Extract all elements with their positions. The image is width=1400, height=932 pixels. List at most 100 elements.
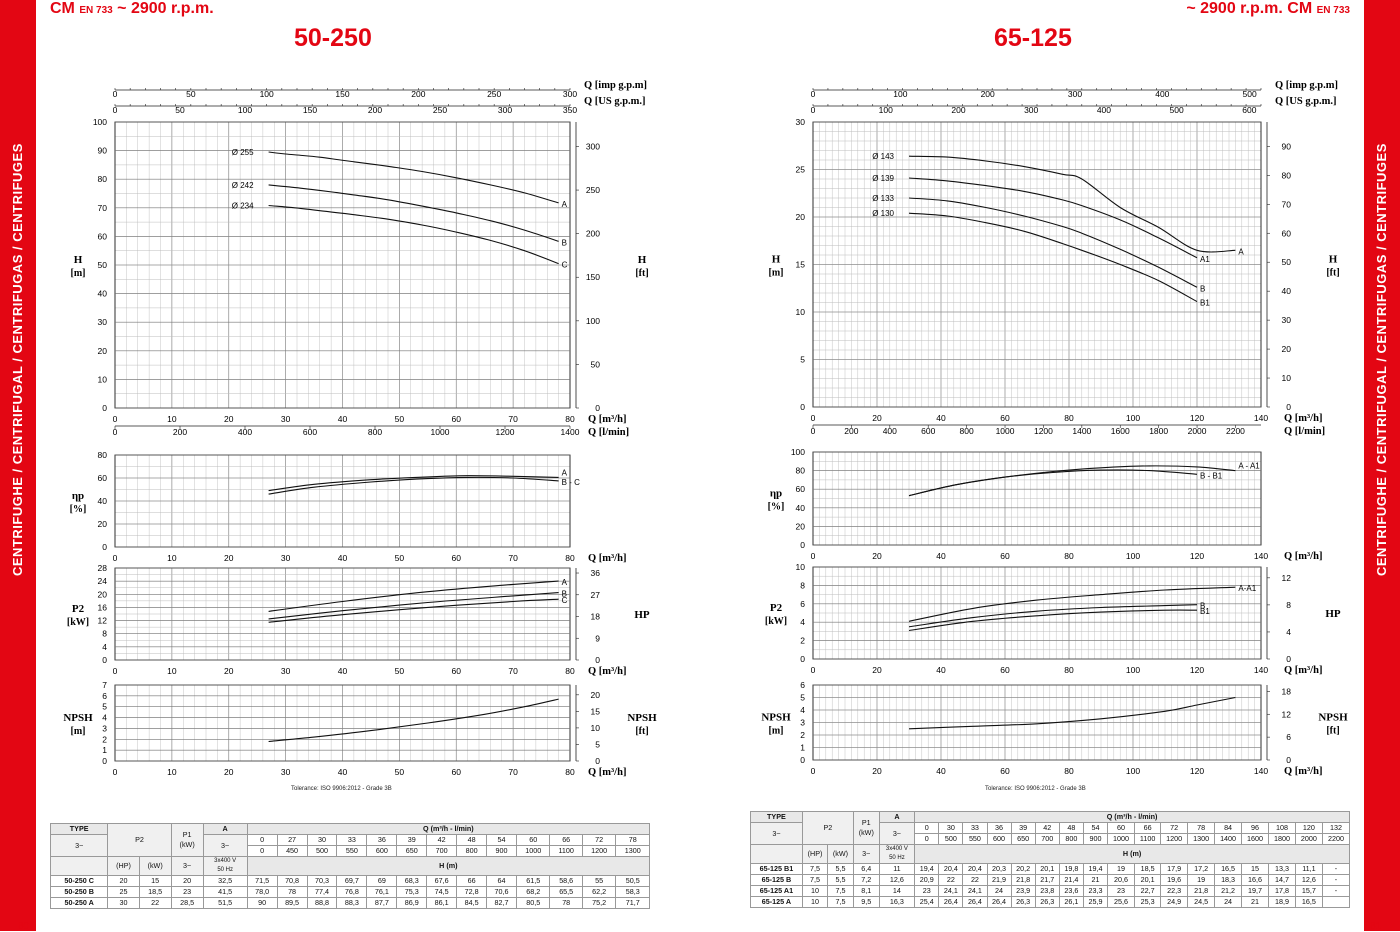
y-tick-label: 2 xyxy=(800,636,805,646)
curve-b-b1 xyxy=(908,469,1198,497)
q-lmin-cell: 1100 xyxy=(1133,833,1162,845)
q-lmin-cell: 450 xyxy=(276,845,308,857)
row-h-value: 20,9 xyxy=(914,874,940,886)
header-hp: (HP) xyxy=(801,844,829,864)
row-h-value: 22,3 xyxy=(1160,885,1189,897)
row-h-value: 20,2 xyxy=(1010,863,1036,875)
lmin-tick-label: 2000 xyxy=(1188,426,1207,436)
y-axis-label: ηp xyxy=(770,488,782,500)
x-tick-label: 20 xyxy=(872,665,882,675)
row-h-value: 19,6 xyxy=(1160,874,1189,886)
q-m3h-cell: 39 xyxy=(1010,822,1036,834)
row-h-value: 70,3 xyxy=(306,875,338,887)
row-h-value: 24,5 xyxy=(1187,896,1216,908)
curve-label: A xyxy=(1238,247,1244,256)
y-tick-label: 4 xyxy=(800,617,805,627)
x-tick-label: 10 xyxy=(167,666,177,676)
y-tick-label: 1 xyxy=(800,743,805,753)
row-h-value: 17,2 xyxy=(1187,863,1216,875)
q-m3h-cell: 42 xyxy=(1034,822,1060,834)
row-h-value: 77,4 xyxy=(306,886,338,898)
row-h-value: 19,4 xyxy=(1082,863,1109,875)
x-tick-label: 60 xyxy=(1000,413,1010,423)
q-m3h-cell: 66 xyxy=(1133,822,1162,834)
table-row: 50-250 A 30 22 28,5 51,5 90 89,5 88,8 88,3 87,7 86… xyxy=(49,897,650,909)
row-hp: 30 xyxy=(107,897,140,909)
row-h-value: 21,7 xyxy=(1034,874,1060,886)
y-tick-label: 2 xyxy=(800,730,805,740)
q-m3h-cell: 96 xyxy=(1241,822,1269,834)
frequency-label: 50 Hz xyxy=(889,855,905,861)
x-tick-label: 80 xyxy=(565,767,575,777)
top-axis-tick-label: 100 xyxy=(893,89,907,99)
y-tick-label: 90 xyxy=(98,146,108,156)
top-axis-tick-label: 200 xyxy=(951,105,965,115)
row-type: 50-250 C xyxy=(49,875,109,887)
q-m3h-cell: 30 xyxy=(306,834,338,846)
row-h-value: 68,2 xyxy=(515,886,551,898)
y-axis-unit: [kW] xyxy=(765,616,787,627)
y-tick-label: 10 xyxy=(796,562,806,572)
lmin-axis-label: Q [l/min] xyxy=(588,427,629,438)
q-m3h-cell: 36 xyxy=(366,834,398,846)
curve-b xyxy=(268,184,559,242)
header-speed: ~ 2900 r.p.m. xyxy=(1186,0,1283,17)
row-h-value: 71,7 xyxy=(615,897,650,909)
header-q: Q (m³/h - l/min) xyxy=(246,823,651,835)
x-tick-label: 120 xyxy=(1190,766,1204,776)
right-tick-label: 12 xyxy=(1282,573,1292,583)
y-tick-label: 10 xyxy=(98,374,108,384)
row-h-value: 87,7 xyxy=(366,897,398,909)
data-table-65-125: TYPE P2 P1 (kW) A Q (m³/h - l/min) 3~ 3~ 0 30 33 36… xyxy=(750,811,1351,908)
x-tick-label: 60 xyxy=(452,666,462,676)
right-tick-label: 50 xyxy=(591,359,601,369)
row-h-value: 19,4 xyxy=(914,863,940,875)
row-p1: 7,2 xyxy=(852,874,880,886)
top-axis-tick-label: 0 xyxy=(811,89,816,99)
y-tick-label: 16 xyxy=(98,602,108,612)
top-axis-tick-label: 200 xyxy=(368,105,382,115)
q-m3h-cell: 60 xyxy=(1107,822,1135,834)
row-h-value: 26,3 xyxy=(1010,896,1036,908)
curve-b xyxy=(908,197,1198,288)
curve-label: B xyxy=(562,590,567,599)
row-h-value: 68,3 xyxy=(396,875,428,887)
right-axis-label: H xyxy=(1329,254,1338,266)
right-tick-label: 0 xyxy=(1286,654,1291,664)
x-axis-label: Q [m³/h] xyxy=(1284,413,1322,424)
row-h-value: 24 xyxy=(986,885,1012,897)
q-m3h-cell: 78 xyxy=(615,834,650,846)
q-lmin-cell: 2000 xyxy=(1294,833,1323,845)
header-p1: P1 (kW) xyxy=(170,823,204,857)
y-tick-label: 100 xyxy=(93,117,107,127)
y-tick-label: 12 xyxy=(98,616,108,626)
row-h-value: 23,3 xyxy=(1082,885,1109,897)
q-lmin-cell: 700 xyxy=(1034,833,1060,845)
lmin-tick-label: 2200 xyxy=(1226,426,1245,436)
row-type: 65-125 A xyxy=(750,896,803,908)
y-tick-label: 20 xyxy=(98,346,108,356)
row-h-value: 24 xyxy=(1214,896,1243,908)
row-h-value: 74,5 xyxy=(426,886,458,898)
header-a: A xyxy=(202,823,248,835)
row-hp: 7,5 xyxy=(801,863,829,875)
q-m3h-cell: 33 xyxy=(962,822,988,834)
x-tick-label: 0 xyxy=(811,665,816,675)
curve-npsh xyxy=(268,698,559,743)
q-m3h-cell: 48 xyxy=(1058,822,1084,834)
x-tick-label: 70 xyxy=(508,666,518,676)
right-tick-label: 10 xyxy=(591,723,601,733)
x-tick-label: 40 xyxy=(338,414,348,424)
curve-label: A xyxy=(562,578,568,587)
row-a: 12,6 xyxy=(878,874,916,886)
q-m3h-cell: 84 xyxy=(1214,822,1243,834)
curve-b xyxy=(268,592,559,620)
row-hp: 7,5 xyxy=(801,874,829,886)
row-h-value: 18,9 xyxy=(1268,896,1296,908)
right-tick-label: 60 xyxy=(1282,228,1292,238)
y-axis-unit: [%] xyxy=(70,504,87,515)
row-h-value: 70,6 xyxy=(486,886,517,898)
curve-label: B1 xyxy=(1200,299,1210,308)
y-tick-label: 4 xyxy=(102,713,107,723)
row-type: 50-250 B xyxy=(49,886,109,898)
